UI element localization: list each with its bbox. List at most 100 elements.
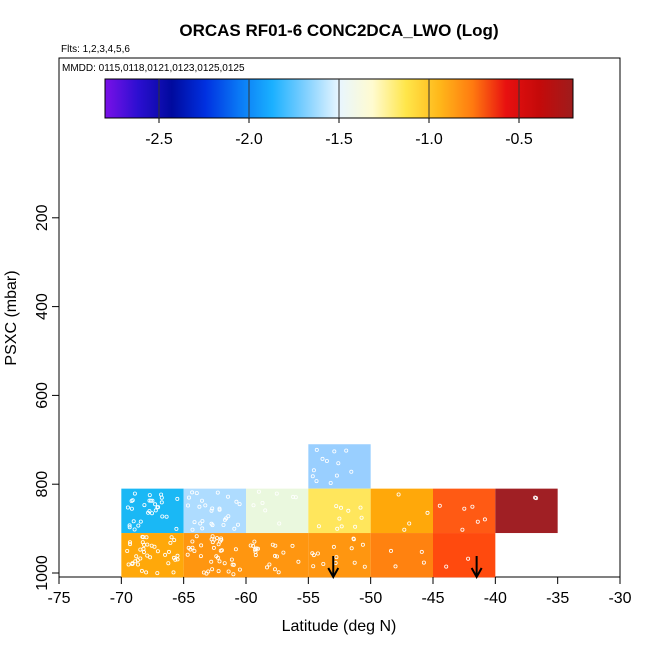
sample-point: [155, 571, 160, 576]
sample-point: [310, 474, 315, 479]
sample-point: [314, 479, 319, 484]
sample-point: [210, 506, 215, 511]
sample-point: [200, 526, 205, 531]
sample-point: [393, 564, 398, 569]
sample-point: [351, 537, 356, 542]
sample-point: [460, 527, 465, 532]
sample-point: [147, 493, 152, 498]
sample-point: [344, 448, 349, 453]
sample-point: [396, 492, 401, 497]
sample-point: [175, 553, 180, 558]
sample-point: [274, 491, 279, 496]
colorbar: -2.5 -2.0 -1.5 -1.0 -0.5: [104, 78, 574, 148]
sample-point: [142, 503, 147, 508]
sample-point: [264, 565, 269, 570]
sample-point: [199, 498, 204, 503]
sample-point: [152, 544, 157, 549]
sample-point: [251, 543, 256, 548]
sample-point: [149, 511, 154, 516]
sample-point: [138, 556, 143, 561]
sample-point: [270, 542, 275, 547]
sample-point: [171, 570, 176, 575]
heatmap-cell: [246, 488, 309, 534]
sample-point: [138, 519, 143, 524]
sample-point: [129, 506, 134, 511]
sample-point: [221, 523, 226, 528]
sample-point: [252, 539, 257, 544]
heatmap-cell: [433, 488, 496, 534]
sample-points: [125, 447, 539, 577]
sample-point: [190, 539, 195, 544]
x-tick-label: -65: [172, 590, 195, 607]
sample-point: [197, 504, 202, 509]
sample-point: [359, 515, 364, 520]
sample-point: [156, 505, 161, 510]
sample-point: [172, 538, 177, 543]
sample-point: [224, 516, 229, 521]
sample-point: [215, 490, 220, 495]
sample-point: [233, 547, 238, 552]
sample-point: [214, 554, 219, 559]
sample-point: [153, 502, 158, 507]
sample-point: [155, 549, 160, 554]
sample-point: [169, 535, 174, 540]
sample-point: [255, 546, 260, 551]
sample-point: [198, 521, 203, 526]
sample-point: [210, 567, 215, 572]
colorbar-tick-label: -2.0: [235, 131, 263, 148]
sample-point: [253, 553, 258, 558]
sample-point: [159, 500, 164, 505]
sample-point: [251, 503, 256, 508]
sample-point: [358, 505, 363, 510]
sample-point: [421, 560, 426, 565]
sample-point: [125, 505, 130, 510]
arrows: [327, 556, 483, 580]
sample-point: [290, 494, 295, 499]
sample-point: [229, 557, 234, 562]
sample-point: [190, 490, 195, 495]
sample-point: [225, 494, 230, 499]
x-tick-label: -45: [421, 590, 444, 607]
sample-point: [402, 527, 407, 532]
sample-point: [352, 560, 357, 565]
sample-point: [175, 496, 180, 501]
down-arrow-head: [470, 567, 483, 580]
dates-subtitle: MMDD: 0115,0118,0121,0123,0125,0125: [62, 63, 245, 74]
x-tick-label: -70: [110, 590, 133, 607]
sample-point: [339, 524, 344, 529]
sample-point: [334, 473, 339, 478]
sample-point: [200, 519, 205, 524]
sample-point: [248, 543, 253, 548]
sample-point: [331, 544, 336, 549]
sample-point: [388, 548, 393, 553]
colorbar-tick-label: -0.5: [505, 131, 533, 148]
y-axis-label: PSXC (mbar): [3, 270, 20, 365]
sample-point: [212, 537, 217, 542]
sample-point: [159, 495, 164, 500]
colorbar-tick-label: -1.5: [325, 131, 353, 148]
sample-point: [360, 542, 365, 547]
x-axis-label: Latitude (deg N): [282, 618, 397, 635]
sample-point: [232, 526, 237, 531]
sample-point: [126, 562, 131, 567]
sample-point: [140, 540, 145, 545]
sample-point: [201, 570, 206, 575]
sample-point: [199, 543, 204, 548]
sample-point: [276, 570, 281, 575]
sample-point: [127, 542, 132, 547]
sample-point: [194, 534, 199, 539]
sample-point: [320, 456, 325, 461]
sample-point: [185, 552, 190, 557]
sample-point: [226, 569, 231, 574]
sample-point: [148, 555, 153, 560]
sample-point: [311, 553, 316, 558]
x-tick-label: -30: [608, 590, 631, 607]
sample-point: [132, 527, 137, 532]
sample-point: [168, 540, 173, 545]
sample-point: [145, 553, 150, 558]
sample-point: [146, 510, 151, 515]
y-tick-label: 1000: [34, 555, 51, 591]
sample-point: [209, 508, 214, 513]
sample-point: [311, 468, 316, 473]
